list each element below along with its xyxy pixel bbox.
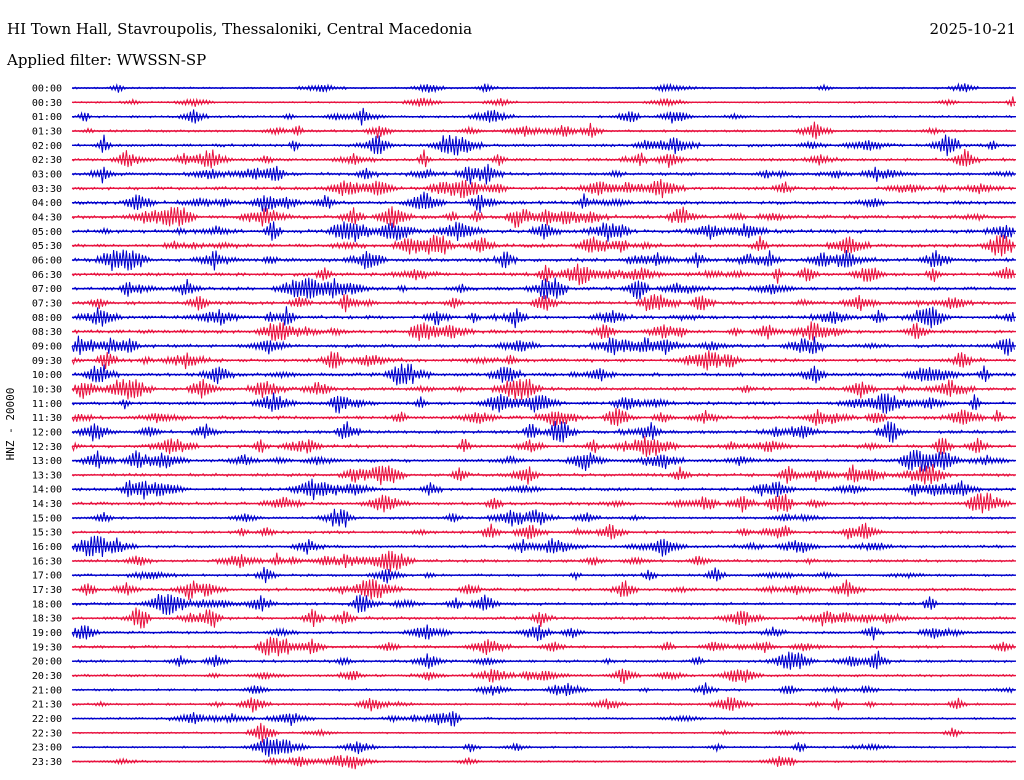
time-tick-label: 22:00 [32,714,62,725]
time-tick-label: 17:00 [32,571,62,582]
time-tick-label: 11:00 [32,399,62,410]
time-tick-label: 14:30 [32,499,62,510]
time-tick-label: 08:30 [32,327,62,338]
time-tick-label: 23:00 [32,743,62,754]
filter-label: Applied filter: WWSSN-SP [7,51,207,69]
station-title: HI Town Hall, Stavroupolis, Thessaloniki… [7,20,473,38]
time-tick-label: 16:00 [32,542,62,553]
y-axis-label: HNZ - 20000 [4,388,17,461]
trace-line [71,668,1015,684]
time-tick-label: 14:00 [32,485,62,496]
time-tick-label: 03:30 [32,184,62,195]
time-tick-label: 02:30 [32,155,62,166]
time-tick-label: 01:00 [32,112,62,123]
time-tick-label: 11:30 [32,413,62,424]
time-tick-label: 12:00 [32,427,62,438]
time-tick-label: 19:30 [32,642,62,653]
time-tick-label: 10:00 [32,370,62,381]
trace-line [71,392,1015,414]
time-tick-label: 07:00 [32,284,62,295]
time-tick-label: 06:00 [32,255,62,266]
time-tick-label: 04:30 [32,212,62,223]
time-tick-label: 17:30 [32,585,62,596]
time-tick-label: 23:30 [32,757,62,768]
time-tick-label: 13:00 [32,456,62,467]
time-tick-label: 22:30 [32,728,62,739]
time-tick-label: 13:30 [32,470,62,481]
time-tick-label: 16:30 [32,556,62,567]
date-label: 2025-10-21 [929,20,1016,38]
time-tick-label: 18:30 [32,614,62,625]
time-tick-label: 05:00 [32,227,62,238]
time-tick-label: 15:00 [32,513,62,524]
time-tick-label: 09:30 [32,356,62,367]
time-tick-label: 07:30 [32,298,62,309]
time-tick-label: 08:00 [32,313,62,324]
time-tick-label: 21:30 [32,700,62,711]
trace-line [71,96,1015,108]
time-tick-label: 05:30 [32,241,62,252]
time-tick-label: 09:00 [32,341,62,352]
time-tick-label: 00:00 [32,84,62,95]
time-tick-label: 19:00 [32,628,62,639]
time-tick-label: 03:00 [32,169,62,180]
time-tick-label: 20:00 [32,657,62,668]
time-tick-label: 00:30 [32,98,62,109]
time-tick-label: 06:30 [32,270,62,281]
trace-line [71,522,1015,540]
time-tick-label: 18:00 [32,599,62,610]
time-tick-label: 04:00 [32,198,62,209]
trace-line [71,650,1015,670]
time-tick-label: 02:00 [32,141,62,152]
time-tick-label: 20:30 [32,671,62,682]
trace-line [71,149,1015,169]
time-tick-label: 15:30 [32,528,62,539]
time-tick-label: 12:30 [32,442,62,453]
time-tick-label: 10:30 [32,384,62,395]
time-tick-label: 01:30 [32,126,62,137]
time-tick-label: 21:00 [32,685,62,696]
